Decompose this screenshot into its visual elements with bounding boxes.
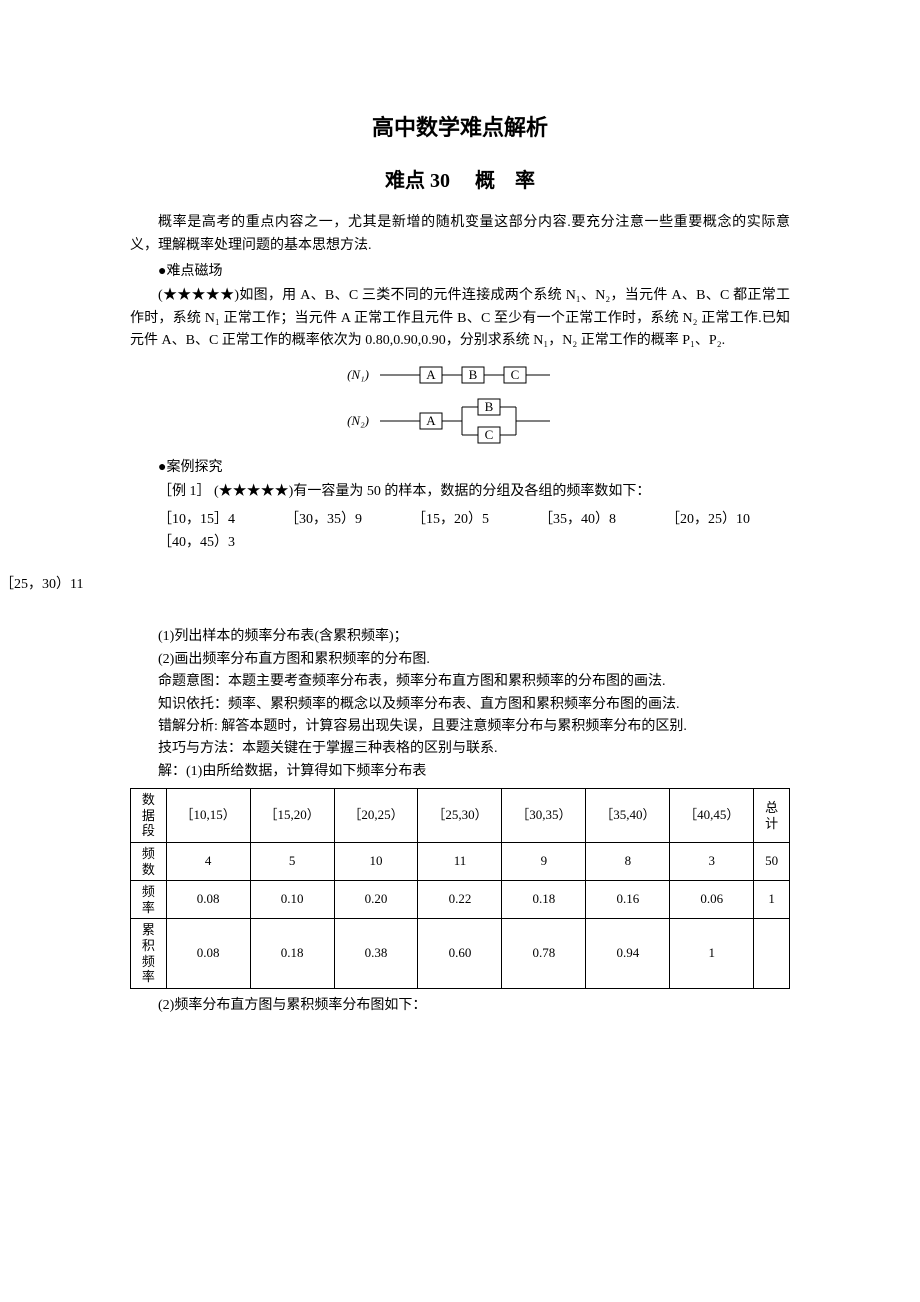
rowlabel-cum: 累积频率: [131, 919, 167, 988]
answer-2: (2)频率分布直方图与累积频率分布图如下：: [130, 995, 790, 1017]
cell-total: 1: [754, 881, 790, 919]
grouped-item: ［25，30）11: [0, 577, 83, 592]
col-header: ［15,20）: [250, 789, 334, 843]
cell: 0.08: [166, 919, 250, 988]
table-row: 频数 4 5 10 11 9 8 3 50: [131, 843, 790, 881]
diagram-n2-C: C: [485, 427, 494, 442]
diagram-n1-C: C: [511, 367, 520, 382]
cell: 4: [166, 843, 250, 881]
col-header: ［10,15）: [166, 789, 250, 843]
col-header: ［35,40）: [586, 789, 670, 843]
doc-subtitle: 难点 30 概 率: [130, 165, 790, 197]
frequency-table: 数据段 ［10,15） ［15,20） ［20,25） ［25,30） ［30,…: [130, 788, 790, 989]
total-header: 总计: [754, 789, 790, 843]
doc-title: 高中数学难点解析: [130, 110, 790, 145]
grouped-item: ［30，35）9: [257, 509, 362, 531]
answer-lead: 解：(1)由所给数据，计算得如下频率分布表: [130, 761, 790, 783]
section-cases: ●案例探究: [130, 457, 790, 479]
diagram-n1-label: (N₁): [347, 367, 369, 382]
grouped-item: ［20，25）10: [638, 509, 750, 531]
cell: 0.38: [334, 919, 418, 988]
subtitle-num: 30: [430, 170, 450, 192]
col-header: ［30,35）: [502, 789, 586, 843]
cell: 9: [502, 843, 586, 881]
question-1: (1)列出样本的频率分布表(含累积频率)；: [130, 626, 790, 648]
diagram-n2-label: (N₂): [347, 413, 369, 428]
cell: 0.10: [250, 881, 334, 919]
line-basis: 知识依托：频率、累积频率的概念以及频率分布表、直方图和累积频率分布图的画法.: [130, 694, 790, 716]
line-intent: 命题意图：本题主要考查频率分布表，频率分布直方图和累积频率的分布图的画法.: [130, 671, 790, 693]
col-header: ［20,25）: [334, 789, 418, 843]
ex1-label: ［例 1］: [158, 484, 211, 499]
stars-icon: (★★★★★): [158, 288, 239, 303]
rowlabel-freq: 频数: [131, 843, 167, 881]
subtitle-term: 概 率: [475, 170, 535, 192]
line-error: 错解分析: 解答本题时，计算容易出现失误，且要注意频率分布与累积频率分布的区别.: [130, 716, 790, 738]
section-magnetic: ●难点磁场: [130, 261, 790, 283]
cell: 0.60: [418, 919, 502, 988]
cell: 0.20: [334, 881, 418, 919]
table-row: 累积频率 0.08 0.18 0.38 0.60 0.78 0.94 1: [131, 919, 790, 988]
grouped-item: ［15，20）5: [384, 509, 489, 531]
table-row: 频率 0.08 0.10 0.20 0.22 0.18 0.16 0.06 1: [131, 881, 790, 919]
cell: 1: [670, 919, 754, 988]
ex1-stars: (★★★★★): [214, 484, 293, 499]
rowlabel-segment: 数据段: [131, 789, 167, 843]
circuit-diagram: (N₁) A B C (N₂) A B C: [130, 361, 790, 451]
cell: 0.18: [502, 881, 586, 919]
example-1: ［例 1］ (★★★★★)有一容量为 50 的样本，数据的分组及各组的频率数如下…: [130, 481, 790, 503]
intro-paragraph: 概率是高考的重点内容之一，尤其是新增的随机变量这部分内容.要充分注意一些重要概念…: [130, 212, 790, 257]
cell: 0.78: [502, 919, 586, 988]
diagram-n1-A: A: [426, 367, 436, 382]
cell: 10: [334, 843, 418, 881]
cell: 0.06: [670, 881, 754, 919]
table-row: 数据段 ［10,15） ［15,20） ［20,25） ［25,30） ［30,…: [131, 789, 790, 843]
col-header: ［40,45）: [670, 789, 754, 843]
cell: 5: [250, 843, 334, 881]
col-header: ［25,30）: [418, 789, 502, 843]
question-2: (2)画出频率分布直方图和累积频率的分布图.: [130, 649, 790, 671]
cell: 3: [670, 843, 754, 881]
cell: 11: [418, 843, 502, 881]
grouped-item: ［40，45）3: [130, 532, 235, 554]
problem-1: (★★★★★)如图，用 A、B、C 三类不同的元件连接成两个系统 N₁、N₂，当…: [130, 285, 790, 352]
line-skill: 技巧与方法：本题关键在于掌握三种表格的区别与联系.: [130, 738, 790, 760]
rowlabel-rate: 频率: [131, 881, 167, 919]
cell-total: [754, 919, 790, 988]
cell: 0.22: [418, 881, 502, 919]
diagram-n2-A: A: [426, 413, 436, 428]
diagram-n1-B: B: [469, 367, 478, 382]
grouped-data-list: ［10，15］4 ［30，35）9 ［15，20）5 ［35，40）8 ［20，…: [130, 509, 790, 596]
cell: 0.18: [250, 919, 334, 988]
grouped-item: ［35，40）8: [511, 509, 616, 531]
cell: 0.16: [586, 881, 670, 919]
subtitle-prefix: 难点: [385, 170, 425, 192]
cell: 8: [586, 843, 670, 881]
diagram-n2-B: B: [485, 399, 494, 414]
cell: 0.08: [166, 881, 250, 919]
grouped-item: ［10，15］4: [130, 509, 235, 531]
cell-total: 50: [754, 843, 790, 881]
cell: 0.94: [586, 919, 670, 988]
ex1-text: 有一容量为 50 的样本，数据的分组及各组的频率数如下：: [293, 484, 650, 499]
